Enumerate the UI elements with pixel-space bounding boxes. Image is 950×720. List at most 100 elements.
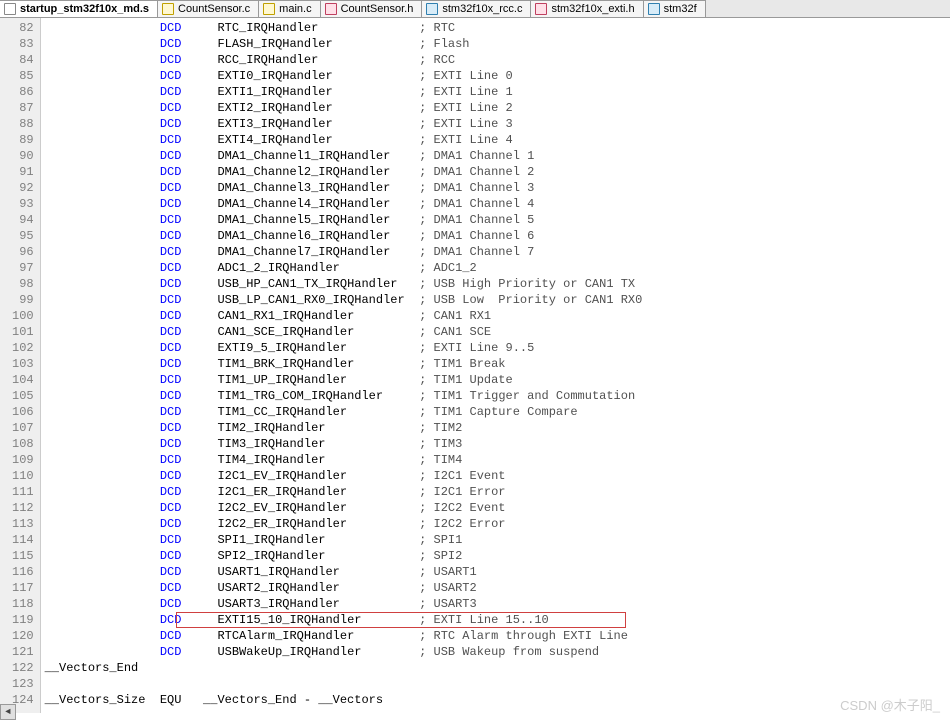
line-number: 83 [12,36,34,52]
code-line[interactable]: __Vectors_Size EQU __Vectors_End - __Vec… [45,692,950,708]
code-line[interactable]: DCD TIM1_TRG_COM_IRQHandler ; TIM1 Trigg… [45,388,950,404]
line-number: 92 [12,180,34,196]
tab-countsensor-h[interactable]: CountSensor.h [321,0,423,17]
identifier: RCC_IRQHandler [217,53,318,67]
line-number: 117 [12,580,34,596]
line-number: 94 [12,212,34,228]
keyword: DCD [160,181,182,195]
tab-main-c[interactable]: main.c [259,0,320,17]
code-line[interactable]: DCD EXTI0_IRQHandler ; EXTI Line 0 [45,68,950,84]
code-line[interactable]: DCD I2C2_EV_IRQHandler ; I2C2 Event [45,500,950,516]
line-number: 113 [12,516,34,532]
code-line[interactable]: DCD USB_HP_CAN1_TX_IRQHandler ; USB High… [45,276,950,292]
identifier: I2C1_ER_IRQHandler [217,485,347,499]
line-number: 86 [12,84,34,100]
code-line[interactable]: DCD DMA1_Channel6_IRQHandler ; DMA1 Chan… [45,228,950,244]
keyword: DCD [160,325,182,339]
identifier: DMA1_Channel6_IRQHandler [217,229,390,243]
code-line[interactable]: DCD TIM1_CC_IRQHandler ; TIM1 Capture Co… [45,404,950,420]
code-line[interactable]: __Vectors_End [45,660,950,676]
code-line[interactable]: DCD FLASH_IRQHandler ; Flash [45,36,950,52]
code-line[interactable]: DCD ADC1_2_IRQHandler ; ADC1_2 [45,260,950,276]
tab-label: CountSensor.h [341,3,414,15]
line-number: 115 [12,548,34,564]
keyword: DCD [160,261,182,275]
code-line[interactable]: DCD DMA1_Channel2_IRQHandler ; DMA1 Chan… [45,164,950,180]
code-line[interactable]: DCD EXTI15_10_IRQHandler ; EXTI Line 15.… [45,612,950,628]
code-line[interactable]: DCD USBWakeUp_IRQHandler ; USB Wakeup fr… [45,644,950,660]
keyword: DCD [160,229,182,243]
scroll-left-button[interactable]: ◄ [0,704,16,720]
identifier: EXTI4_IRQHandler [217,133,332,147]
code-line[interactable]: DCD DMA1_Channel1_IRQHandler ; DMA1 Chan… [45,148,950,164]
code-line[interactable]: DCD TIM3_IRQHandler ; TIM3 [45,436,950,452]
identifier: I2C2_ER_IRQHandler [217,517,347,531]
comment: ; DMA1 Channel 2 [419,165,534,179]
line-number: 87 [12,100,34,116]
code-line[interactable]: DCD EXTI2_IRQHandler ; EXTI Line 2 [45,100,950,116]
line-number: 121 [12,644,34,660]
identifier: TIM4_IRQHandler [217,453,325,467]
comment: ; SPI1 [419,533,462,547]
identifier: EXTI1_IRQHandler [217,85,332,99]
code-line[interactable]: DCD RTCAlarm_IRQHandler ; RTC Alarm thro… [45,628,950,644]
tab-stm32f10x-exti-h[interactable]: stm32f10x_exti.h [531,0,643,17]
keyword: DCD [160,197,182,211]
code-editor[interactable]: 8283848586878889909192939495969798991001… [0,18,950,713]
code-line[interactable]: DCD EXTI1_IRQHandler ; EXTI Line 1 [45,84,950,100]
code-line[interactable]: DCD EXTI9_5_IRQHandler ; EXTI Line 9..5 [45,340,950,356]
code-line[interactable]: DCD CAN1_SCE_IRQHandler ; CAN1 SCE [45,324,950,340]
code-line[interactable]: DCD I2C2_ER_IRQHandler ; I2C2 Error [45,516,950,532]
code-line[interactable]: DCD DMA1_Channel4_IRQHandler ; DMA1 Chan… [45,196,950,212]
tab-stm32f10x-rcc-c[interactable]: stm32f10x_rcc.c [422,0,531,17]
code-line[interactable]: DCD USB_LP_CAN1_RX0_IRQHandler ; USB Low… [45,292,950,308]
code-line[interactable]: DCD I2C1_EV_IRQHandler ; I2C1 Event [45,468,950,484]
tab-label: main.c [279,3,311,15]
code-line[interactable]: DCD I2C1_ER_IRQHandler ; I2C1 Error [45,484,950,500]
identifier: DMA1_Channel5_IRQHandler [217,213,390,227]
keyword: DCD [160,517,182,531]
code-line[interactable]: DCD TIM1_UP_IRQHandler ; TIM1 Update [45,372,950,388]
code-line[interactable]: DCD TIM4_IRQHandler ; TIM4 [45,452,950,468]
code-line[interactable]: DCD USART3_IRQHandler ; USART3 [45,596,950,612]
code-line[interactable]: DCD DMA1_Channel5_IRQHandler ; DMA1 Chan… [45,212,950,228]
code-line[interactable]: DCD CAN1_RX1_IRQHandler ; CAN1 RX1 [45,308,950,324]
comment: ; EXTI Line 15..10 [419,613,549,627]
comment: ; TIM4 [419,453,462,467]
identifier: TIM1_TRG_COM_IRQHandler [217,389,383,403]
code-line[interactable]: DCD DMA1_Channel7_IRQHandler ; DMA1 Chan… [45,244,950,260]
identifier: SPI2_IRQHandler [217,549,325,563]
keyword: DCD [160,21,182,35]
comment: ; USB Low Priority or CAN1 RX0 [419,293,642,307]
line-number: 88 [12,116,34,132]
keyword: DCD [160,309,182,323]
code-area[interactable]: DCD RTC_IRQHandler ; RTC DCD FLASH_IRQHa… [41,18,950,713]
code-line[interactable] [45,676,950,692]
comment: ; TIM1 Trigger and Commutation [419,389,635,403]
code-line[interactable]: DCD EXTI4_IRQHandler ; EXTI Line 4 [45,132,950,148]
code-line[interactable]: DCD USART2_IRQHandler ; USART2 [45,580,950,596]
tab-label: stm32f [664,3,697,15]
comment: ; EXTI Line 4 [419,133,513,147]
code-line[interactable]: DCD TIM1_BRK_IRQHandler ; TIM1 Break [45,356,950,372]
tab-countsensor-c[interactable]: CountSensor.c [158,0,259,17]
code-line[interactable]: DCD RTC_IRQHandler ; RTC [45,20,950,36]
line-number: 99 [12,292,34,308]
comment: ; EXTI Line 9..5 [419,341,534,355]
tab-bar: startup_stm32f10x_md.sCountSensor.c main.… [0,0,950,18]
identifier: EXTI15_10_IRQHandler [217,613,361,627]
keyword: DCD [160,485,182,499]
code-line[interactable]: DCD RCC_IRQHandler ; RCC [45,52,950,68]
comment: ; CAN1 RX1 [419,309,491,323]
line-number: 106 [12,404,34,420]
line-number: 120 [12,628,34,644]
tab-stm32f[interactable]: stm32f [644,0,706,17]
code-line[interactable]: DCD SPI1_IRQHandler ; SPI1 [45,532,950,548]
code-line[interactable]: DCD SPI2_IRQHandler ; SPI2 [45,548,950,564]
code-line[interactable]: DCD DMA1_Channel3_IRQHandler ; DMA1 Chan… [45,180,950,196]
code-line[interactable]: DCD EXTI3_IRQHandler ; EXTI Line 3 [45,116,950,132]
comment: ; CAN1 SCE [419,325,491,339]
code-line[interactable]: DCD USART1_IRQHandler ; USART1 [45,564,950,580]
code-line[interactable]: DCD TIM2_IRQHandler ; TIM2 [45,420,950,436]
tab-startup-stm32f10x-md-s[interactable]: startup_stm32f10x_md.s [0,0,158,17]
